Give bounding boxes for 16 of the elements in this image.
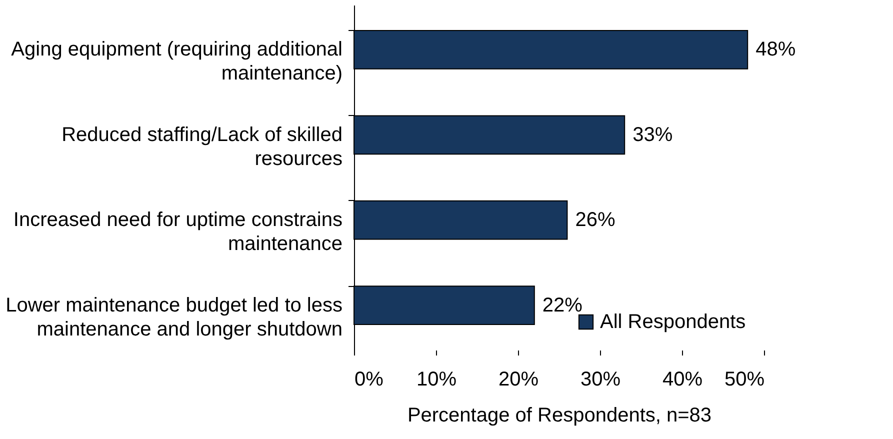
x-tick-label: 50%	[724, 368, 765, 390]
legend-label: All Respondents	[600, 311, 746, 333]
x-tick-label: 0%	[354, 368, 384, 390]
data-label: 22%	[542, 294, 583, 316]
data-label: 33%	[632, 124, 673, 146]
y-tick-label: Reduced staffing/Lack of skilled resources	[62, 124, 342, 170]
data-label: 48%	[756, 38, 796, 61]
x-tick-label: 20%	[498, 368, 539, 390]
x-tick-label: 40%	[662, 368, 703, 390]
y-tick-label: Lower maintenance budget led to less maintenance and longer shutdown	[6, 294, 342, 340]
data-label: 26%	[575, 209, 616, 232]
x-tick-label: 30%	[580, 368, 621, 390]
x-tick-label: 10%	[416, 368, 457, 390]
y-tick-label: Increased need for uptime constrains maintenance	[13, 209, 342, 256]
x-axis-title: Percentage of Respondents, n=83	[407, 404, 712, 426]
y-tick-label: Aging equipment (requiring additional maintenance)	[11, 38, 342, 85]
